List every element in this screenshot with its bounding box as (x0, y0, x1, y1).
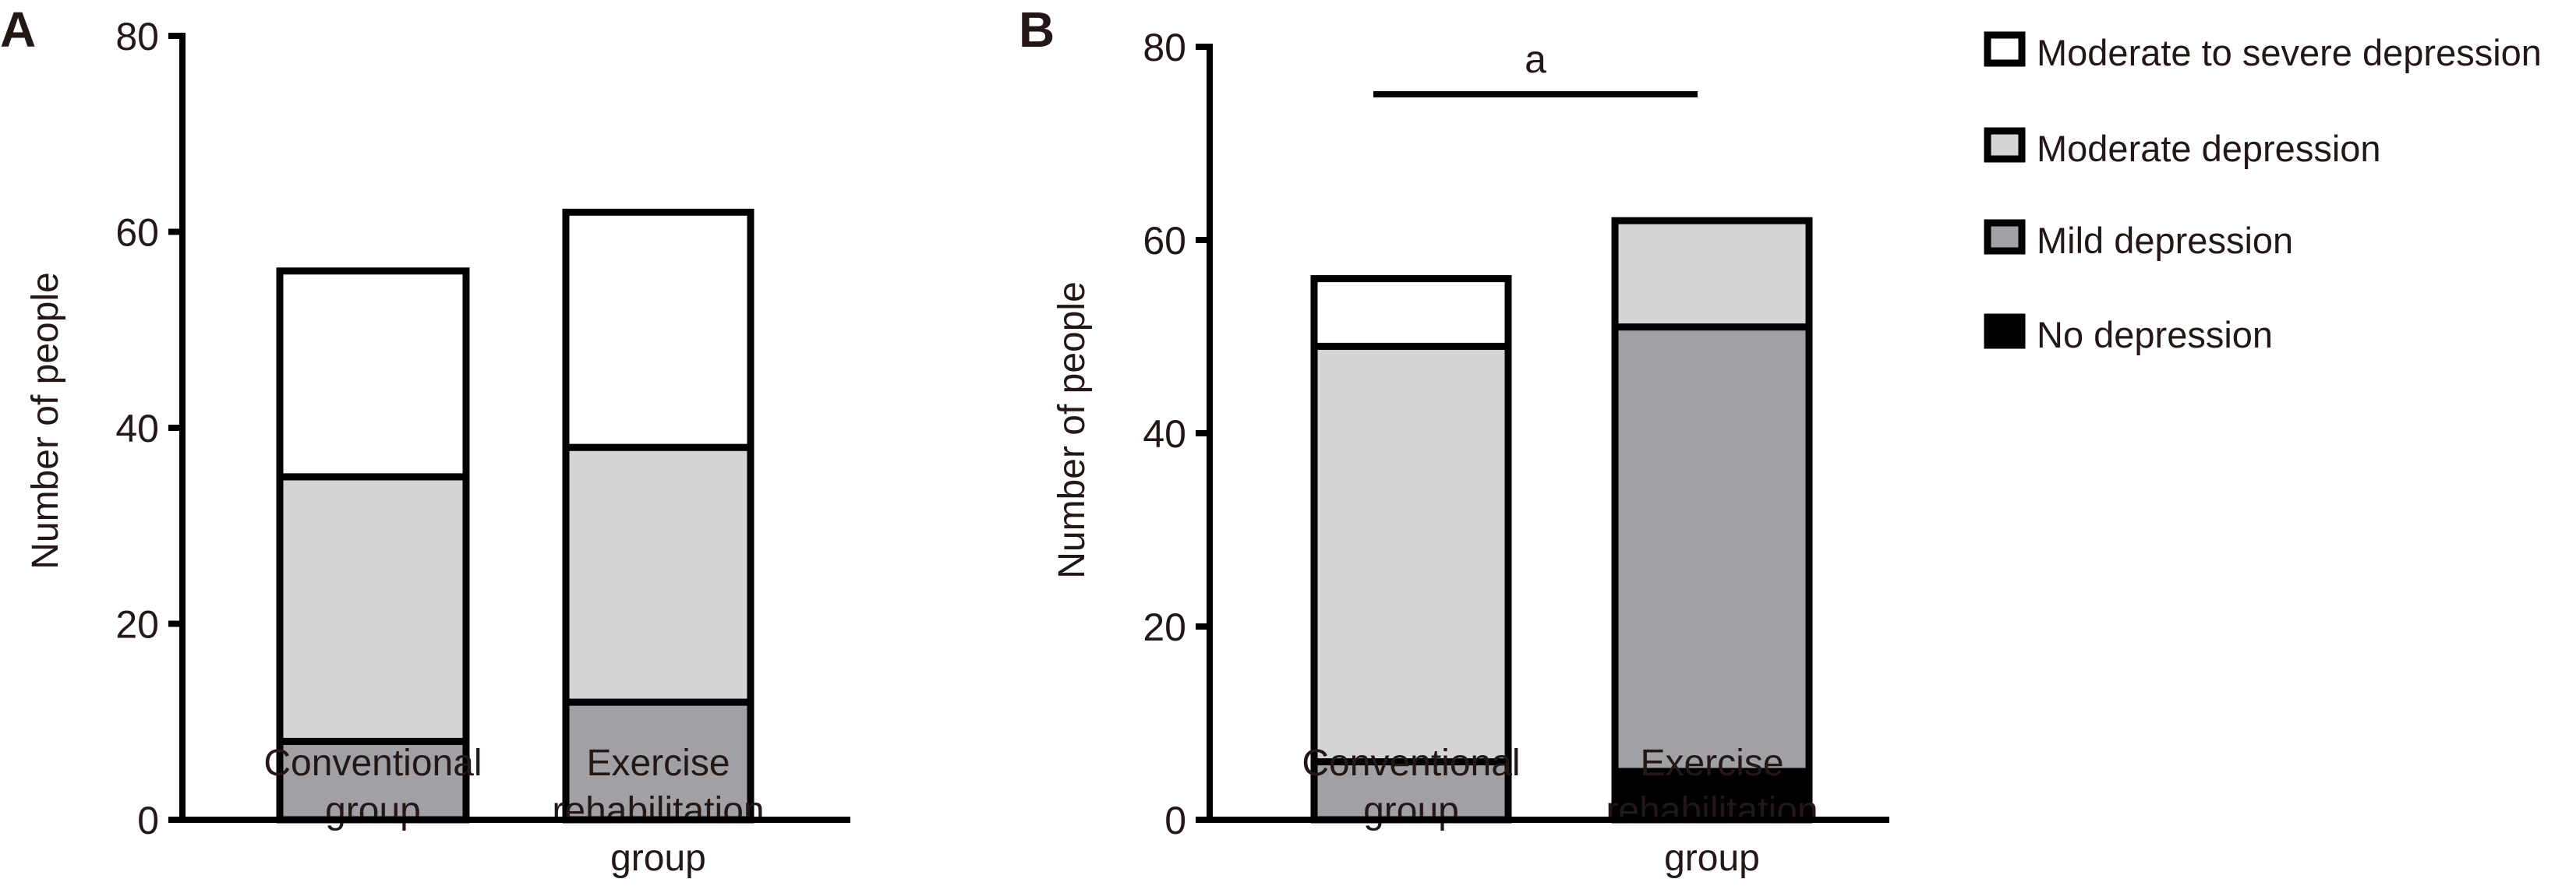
y-tick-label: 0 (1164, 799, 1186, 842)
y-tick-label: 20 (115, 603, 159, 647)
y-tick-label: 0 (137, 799, 159, 842)
legend-label: Moderate depression (2037, 128, 2381, 169)
category-label: rehabilitation (1606, 790, 1818, 831)
bar-segment-moderate-depression (562, 443, 754, 706)
y-tick-label: 40 (115, 407, 159, 450)
category-label: Conventional (1302, 743, 1520, 784)
panel-label: B (1019, 2, 1055, 58)
bar-segment-moderate-depression (276, 473, 470, 745)
y-axis-label: Number of people (1051, 281, 1093, 579)
bar-segment-moderate-depression (1611, 217, 1813, 331)
legend-item: Moderate to severe depression (1984, 31, 2542, 73)
legend: Moderate to severe depression Moderate de… (1984, 31, 2542, 355)
bar-segment-mild-depression (1611, 323, 1813, 775)
y-tick-label: 60 (1143, 219, 1186, 263)
legend-label: Mild depression (2037, 220, 2293, 261)
legend-swatch (1984, 313, 2026, 349)
category-label: group (1363, 790, 1459, 831)
panel-label: A (0, 2, 36, 58)
category-label: group (325, 790, 421, 831)
y-tick-label: 80 (1143, 26, 1186, 69)
panel-A: A Conventional group Exercise rehabilitation… (0, 2, 850, 879)
category-label: Exercise (1640, 743, 1783, 784)
y-tick-label: 20 (1143, 605, 1186, 649)
panel-B: B Conventional group Exercise rehabilitation… (1019, 2, 1889, 879)
category-label: rehabilitation (552, 790, 764, 831)
significance-label: a (1525, 37, 1546, 81)
bar-segment-moderate-to-severe-depression (276, 267, 470, 481)
y-axis-label: Number of people (25, 272, 66, 570)
legend-label: No depression (2037, 314, 2273, 355)
legend-swatch (1984, 127, 2026, 163)
bar-segment-moderate-depression (1310, 342, 1512, 766)
bar-segment-moderate-to-severe-depression (1310, 275, 1512, 350)
y-tick-label: 80 (115, 15, 159, 58)
legend-item: Moderate depression (1984, 127, 2381, 169)
category-label: Conventional (263, 743, 482, 784)
legend-item: No depression (1984, 313, 2273, 355)
legend-label: Moderate to severe depression (2037, 32, 2542, 73)
bar-segment-moderate-to-severe-depression (562, 208, 754, 451)
y-tick-label: 60 (115, 211, 159, 255)
y-tick-label: 40 (1143, 412, 1186, 456)
category-label: group (1664, 838, 1760, 879)
legend-swatch (1984, 31, 2026, 67)
legend-swatch (1984, 219, 2026, 255)
legend-item: Mild depression (1984, 219, 2293, 261)
category-label: group (610, 838, 706, 879)
category-label: Exercise (586, 743, 730, 784)
